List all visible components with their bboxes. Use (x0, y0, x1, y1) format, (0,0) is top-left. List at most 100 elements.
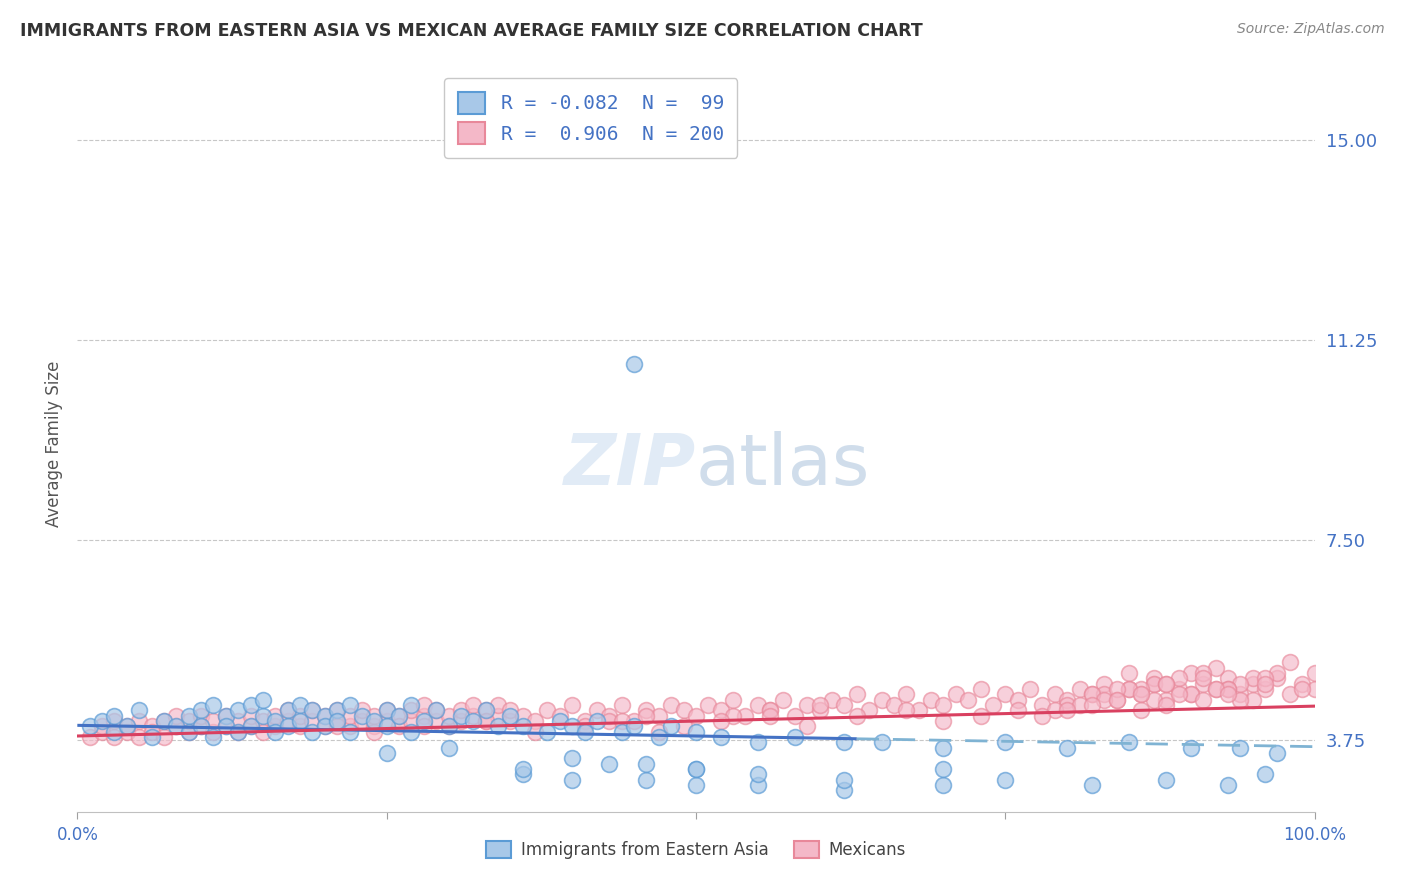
Point (747, 778, 769, 792)
Point (1081, 687, 1104, 701)
Point (190, 719, 212, 733)
Point (1278, 656, 1301, 670)
Point (463, 714, 485, 728)
Point (226, 703, 249, 717)
Point (648, 730, 671, 744)
Point (288, 719, 311, 733)
Point (202, 724, 225, 739)
Point (1167, 681, 1189, 696)
Text: Source: ZipAtlas.com: Source: ZipAtlas.com (1237, 22, 1385, 37)
Point (412, 719, 434, 733)
Point (190, 719, 212, 733)
Point (1180, 666, 1202, 681)
Point (141, 724, 163, 739)
Point (1167, 687, 1189, 701)
Point (128, 703, 150, 717)
Point (932, 762, 955, 776)
Point (301, 703, 323, 717)
Point (1031, 698, 1053, 712)
Point (177, 714, 200, 728)
Point (796, 698, 818, 712)
Point (1154, 677, 1177, 691)
Point (215, 708, 238, 723)
Point (91, 724, 114, 739)
Point (783, 708, 806, 723)
Point (561, 698, 583, 712)
Point (1241, 692, 1264, 706)
Point (1192, 677, 1215, 691)
Point (141, 730, 163, 744)
Point (1180, 687, 1202, 701)
Point (339, 724, 361, 739)
Point (1229, 677, 1251, 691)
Point (636, 708, 658, 723)
Point (710, 714, 733, 728)
Point (463, 698, 485, 712)
Point (1229, 740, 1251, 755)
Point (610, 698, 633, 712)
Point (190, 703, 212, 717)
Point (1007, 703, 1029, 717)
Point (450, 708, 472, 723)
Point (610, 724, 633, 739)
Point (1254, 767, 1277, 781)
Legend: Immigrants from Eastern Asia, Mexicans: Immigrants from Eastern Asia, Mexicans (479, 834, 912, 866)
Point (288, 714, 311, 728)
Point (115, 719, 138, 733)
Point (339, 708, 361, 723)
Point (747, 698, 769, 712)
Point (932, 714, 955, 728)
Point (412, 708, 434, 723)
Point (264, 719, 287, 733)
Point (1205, 661, 1227, 675)
Point (845, 708, 868, 723)
Point (1267, 666, 1289, 681)
Point (1229, 692, 1251, 706)
Point (1154, 698, 1177, 712)
Point (845, 687, 868, 701)
Point (561, 772, 583, 787)
Point (239, 719, 262, 733)
Point (524, 724, 547, 739)
Point (1267, 746, 1289, 760)
Point (524, 714, 547, 728)
Point (536, 703, 558, 717)
Point (277, 714, 299, 728)
Point (598, 708, 620, 723)
Point (969, 708, 991, 723)
Point (1043, 703, 1066, 717)
Point (561, 719, 583, 733)
Point (994, 687, 1017, 701)
Point (1031, 708, 1053, 723)
Point (499, 703, 522, 717)
Point (981, 698, 1004, 712)
Point (1154, 772, 1177, 787)
Point (79, 730, 101, 744)
Point (153, 714, 176, 728)
Point (747, 735, 769, 749)
Point (1254, 672, 1277, 686)
Point (314, 719, 336, 733)
Point (499, 714, 522, 728)
Point (598, 756, 620, 771)
Point (165, 708, 187, 723)
Point (747, 767, 769, 781)
Point (672, 719, 695, 733)
Point (1081, 687, 1104, 701)
Point (1216, 778, 1239, 792)
Point (375, 703, 398, 717)
Point (277, 703, 299, 717)
Point (896, 703, 918, 717)
Point (1192, 666, 1215, 681)
Point (350, 703, 373, 717)
Point (177, 724, 200, 739)
Y-axis label: Average Family Size: Average Family Size (45, 360, 63, 527)
Point (165, 719, 187, 733)
Point (474, 714, 496, 728)
Point (512, 708, 534, 723)
Point (486, 698, 509, 712)
Point (326, 703, 349, 717)
Point (1143, 677, 1166, 691)
Point (796, 719, 818, 733)
Point (437, 740, 460, 755)
